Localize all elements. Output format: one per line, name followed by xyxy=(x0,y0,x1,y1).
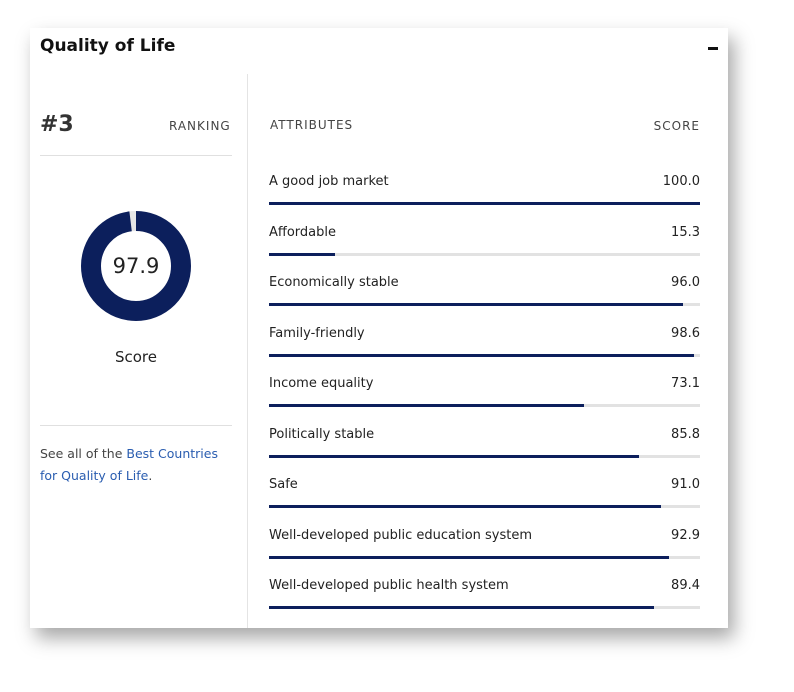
bar xyxy=(269,606,655,609)
attribute-score: 91.0 xyxy=(671,477,700,492)
attribute-score: 96.0 xyxy=(671,275,700,290)
footer-text: See all of the Best Countries for Qualit… xyxy=(40,443,232,487)
bar xyxy=(269,303,683,306)
rank: #3 xyxy=(40,112,74,137)
bar xyxy=(269,454,639,458)
footer-text: See all of the xyxy=(40,446,123,461)
donut: 97.9 xyxy=(81,211,191,321)
link[interactable]: Best Countries for Quality of Life xyxy=(40,446,218,483)
column-header: ATTRIBUTES xyxy=(270,118,354,132)
attribute-score: 100.0 xyxy=(662,174,700,189)
attribute-label: Well-developed public education system xyxy=(269,527,533,543)
divider xyxy=(247,74,248,628)
attribute-label: Politically stable xyxy=(269,426,375,442)
rank-label: RANKING xyxy=(169,119,231,133)
bar xyxy=(269,555,670,559)
bar-track xyxy=(269,353,700,357)
attribute-label: Income equality xyxy=(269,376,374,391)
bar xyxy=(269,404,585,407)
score-label: Score xyxy=(114,348,157,366)
donut-arc xyxy=(81,211,191,321)
attribute-score: 98.6 xyxy=(671,325,700,341)
bar xyxy=(269,353,694,357)
divider xyxy=(40,425,232,426)
bar-track xyxy=(269,606,700,609)
attribute-label: Well-developed public health system xyxy=(269,578,509,593)
donut-value: 97.9 xyxy=(113,254,160,278)
collapse-button[interactable] xyxy=(708,47,718,50)
bar-track xyxy=(269,404,700,407)
card: Quality of Life #3 RANKING 97.9 Score Se… xyxy=(30,28,728,628)
bar-track xyxy=(269,505,700,508)
attribute-score: 89.4 xyxy=(671,578,700,593)
column-header: SCORE xyxy=(653,119,700,133)
attribute-score: 73.1 xyxy=(671,376,700,391)
attribute-label: Economically stable xyxy=(269,275,399,290)
attribute-label: Safe xyxy=(269,477,298,492)
bar xyxy=(269,202,700,205)
attribute-score: 92.9 xyxy=(671,527,700,543)
divider xyxy=(40,155,232,156)
attribute-score: 15.3 xyxy=(671,224,700,240)
bar-track xyxy=(269,202,700,205)
bar xyxy=(269,252,335,256)
attribute-label: A good job market xyxy=(269,174,389,189)
attribute-label: Affordable xyxy=(269,224,336,240)
bar-track xyxy=(269,454,700,458)
bar-track xyxy=(269,555,700,559)
bar xyxy=(269,505,662,508)
attribute-label: Family-friendly xyxy=(269,325,365,341)
bar-track xyxy=(269,303,700,306)
bar-track xyxy=(269,252,700,256)
attribute-score: 85.8 xyxy=(671,426,700,442)
card-title: Quality of Life xyxy=(40,36,176,56)
footer-text: . xyxy=(148,468,153,483)
